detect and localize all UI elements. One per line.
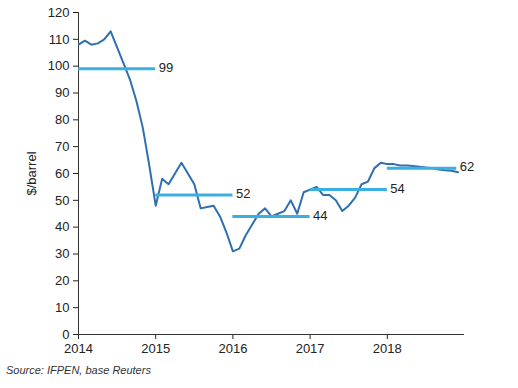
svg-text:44: 44 <box>313 208 327 223</box>
svg-text:40: 40 <box>55 219 69 234</box>
svg-text:100: 100 <box>48 58 70 73</box>
svg-text:10: 10 <box>55 300 69 315</box>
svg-text:2018: 2018 <box>373 341 402 356</box>
svg-text:62: 62 <box>460 159 474 174</box>
svg-text:120: 120 <box>48 5 70 20</box>
svg-text:80: 80 <box>55 112 69 127</box>
svg-text:2017: 2017 <box>296 341 325 356</box>
svg-text:90: 90 <box>55 85 69 100</box>
svg-text:20: 20 <box>55 273 69 288</box>
svg-text:2016: 2016 <box>218 341 247 356</box>
svg-text:60: 60 <box>55 166 69 181</box>
svg-text:2015: 2015 <box>141 341 170 356</box>
svg-text:0: 0 <box>62 327 69 342</box>
svg-text:50: 50 <box>55 192 69 207</box>
svg-text:99: 99 <box>159 60 173 75</box>
svg-text:110: 110 <box>49 31 70 46</box>
svg-text:$/barrel: $/barrel <box>24 151 39 195</box>
svg-text:2014: 2014 <box>64 341 93 356</box>
html-text:Source: IFPEN, base Reuters: Source: IFPEN, base Reuters <box>6 364 151 376</box>
svg-text:30: 30 <box>55 246 69 261</box>
svg-text:54: 54 <box>390 181 404 196</box>
svg-text:70: 70 <box>55 139 69 154</box>
svg-text:52: 52 <box>236 186 250 201</box>
